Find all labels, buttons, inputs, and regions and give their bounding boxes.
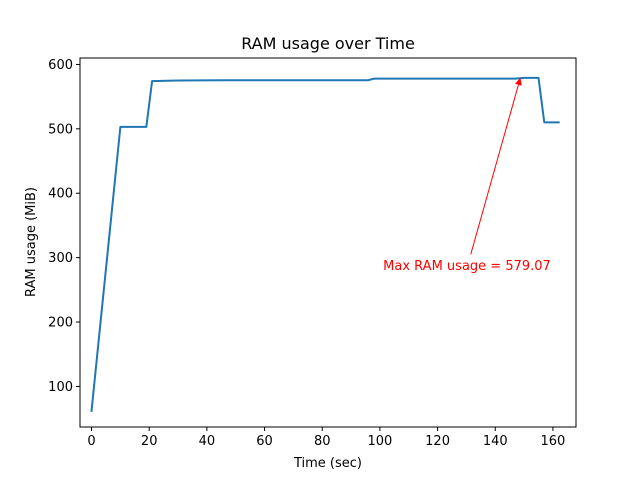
axes-frame — [79, 57, 577, 428]
annotation-arrowhead — [515, 77, 522, 86]
x-tick-label: 80 — [314, 434, 331, 449]
series-line-0 — [90, 76, 560, 412]
annotation-arrow-line — [470, 84, 519, 255]
y-tick-label: 300 — [48, 251, 73, 266]
y-axis-title: RAM usage (MiB) — [24, 187, 39, 297]
max-annotation: Max RAM usage = 579.07 — [383, 77, 551, 274]
x-tick-label: 20 — [141, 434, 158, 449]
y-tick-label: 200 — [48, 316, 73, 331]
x-tick-label: 40 — [199, 434, 216, 449]
x-tick-label: 60 — [256, 434, 273, 449]
annotation-text: Max RAM usage = 579.07 — [383, 259, 551, 274]
y-tick-label: 500 — [48, 122, 73, 137]
chart-title: RAM usage over Time — [241, 34, 415, 53]
x-tick-label: 140 — [483, 434, 508, 449]
x-tick-label: 0 — [87, 434, 95, 449]
x-tick-label: 120 — [425, 434, 450, 449]
y-tick-label: 400 — [48, 187, 73, 202]
plot-area — [90, 76, 560, 412]
y-tick-label: 600 — [48, 58, 73, 73]
x-axis-ticks: 0 20 40 60 80 100 120 140 160 — [87, 427, 565, 449]
x-tick-label: 160 — [541, 434, 566, 449]
x-axis-title: Time (sec) — [293, 456, 362, 471]
x-tick-label: 100 — [367, 434, 392, 449]
y-tick-label: 100 — [48, 380, 73, 395]
y-axis-ticks: 100 200 300 400 500 600 — [48, 58, 80, 395]
